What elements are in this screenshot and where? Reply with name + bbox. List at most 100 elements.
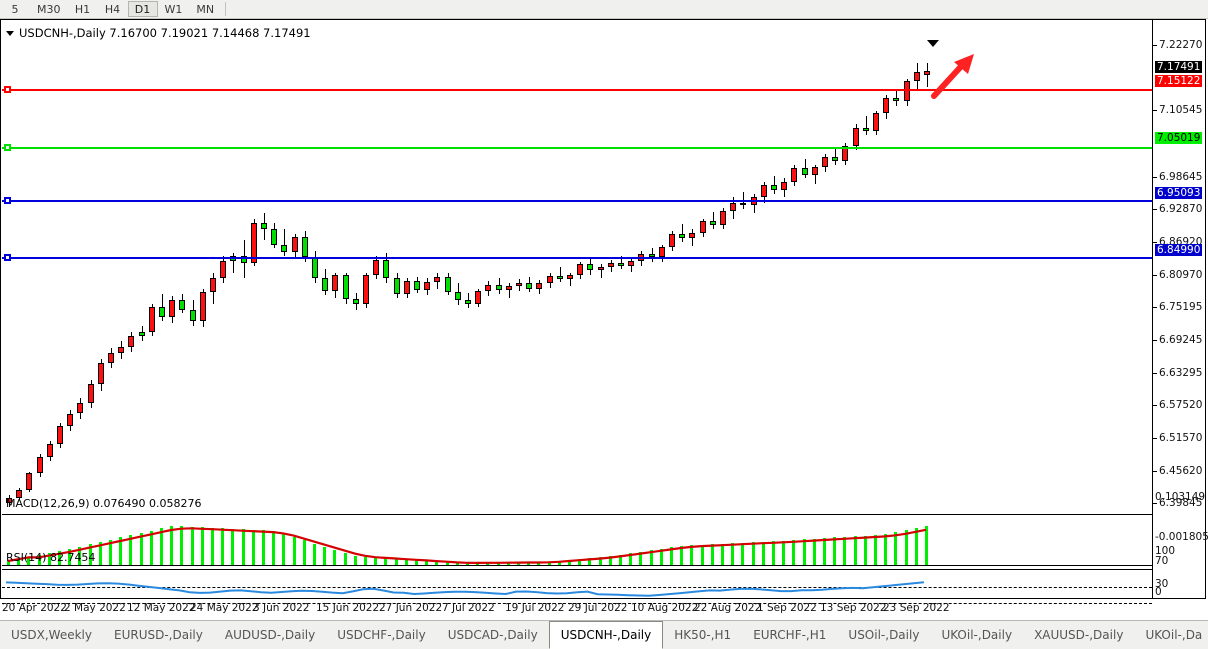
macd-histogram-bar	[761, 541, 765, 565]
macd-histogram-bar	[139, 532, 143, 565]
timeframe-button-mn[interactable]: MN	[196, 2, 215, 16]
macd-histogram-bar	[914, 528, 918, 565]
chart-tab-usdx-weekly[interactable]: USDX,Weekly	[11, 628, 92, 642]
candle-body	[556, 275, 563, 279]
symbol-quote-header[interactable]: USDCNH-,Daily 7.16700 7.19021 7.14468 7.…	[6, 26, 311, 40]
chart-tab-xauusd--daily[interactable]: XAUUSD-,Daily	[1034, 628, 1124, 642]
macd-scale-label: 0.103149	[1155, 491, 1206, 503]
date-tick-label: 2 May 2022	[64, 602, 126, 614]
level-handle-support-blue-2[interactable]	[4, 254, 11, 261]
candle-body	[403, 281, 410, 295]
level-line-level-green[interactable]	[2, 147, 1152, 149]
macd-histogram-bar	[445, 562, 449, 565]
macd-histogram-bar	[659, 548, 663, 565]
candle-body	[424, 282, 431, 290]
macd-histogram-bar	[680, 545, 684, 565]
red-up-arrow-icon[interactable]	[930, 50, 990, 100]
timeframe-button-h1[interactable]: H1	[74, 2, 91, 16]
level-line-resistance-red[interactable]	[2, 89, 1152, 91]
chart-tab-eurchf--h1[interactable]: EURCHF-,H1	[753, 628, 827, 642]
candle-wick	[508, 283, 510, 299]
macd-histogram-bar	[374, 557, 378, 565]
macd-histogram-bar	[557, 560, 561, 565]
chart-tab-audusd--daily[interactable]: AUDUSD-,Daily	[224, 628, 316, 642]
candle-body	[679, 233, 686, 239]
candle-body	[77, 402, 84, 414]
chart-tab-bar[interactable]: USDX,Weekly EURUSD-,Daily AUDUSD-,Daily USD…	[0, 620, 1208, 649]
price-tick-label: 6.92870	[1159, 203, 1203, 215]
chart-tab-ukoil--daily[interactable]: UKOil-,Daily	[941, 628, 1013, 642]
candle-body	[16, 489, 23, 498]
chart-tab-hk50--h1[interactable]: HK50-,H1	[674, 628, 732, 642]
candle-wick	[896, 89, 898, 106]
timeframe-button-d1[interactable]: D1	[127, 1, 158, 17]
chart-tab-usoil--daily[interactable]: USOil-,Daily	[848, 628, 920, 642]
rsi-scale-label: 100	[1155, 545, 1176, 557]
timeframe-button-w1[interactable]: W1	[164, 2, 183, 16]
candle-body	[567, 274, 573, 279]
macd-histogram-bar	[384, 558, 388, 565]
timeframe-button-m30[interactable]: M30	[37, 2, 61, 16]
candle-body	[822, 157, 828, 167]
macd-histogram-bar	[894, 532, 898, 565]
triangle-down-icon[interactable]	[6, 30, 14, 36]
price-tick: 7.10545	[1152, 104, 1206, 116]
candle-body	[485, 285, 492, 291]
macd-pane[interactable]	[2, 514, 1152, 568]
candle-wick	[835, 148, 837, 165]
candle-body	[811, 167, 818, 175]
macd-histogram-bar	[639, 551, 643, 565]
price-scale[interactable]: 7.22270 7.10545 6.98645 6.92870 6.86920 6.809…	[1152, 19, 1208, 599]
macd-histogram-bar	[211, 527, 214, 565]
chart-shift-marker-icon[interactable]	[927, 40, 939, 47]
macd-histogram-bar	[343, 553, 347, 565]
chart-tab-eurusd--daily[interactable]: EURUSD-,Daily	[114, 628, 203, 642]
chart-tab-usdcad--daily[interactable]: USDCAD-,Daily	[447, 628, 538, 642]
candle-body	[873, 113, 879, 132]
date-tick-label: 29 Jul 2022	[568, 602, 628, 614]
macd-histogram-bar	[323, 546, 327, 565]
level-handle-resistance-red[interactable]	[4, 86, 11, 93]
level-line-support-blue-2[interactable]	[2, 257, 1152, 259]
price-tick-label: 7.22270	[1159, 39, 1203, 51]
chart-tab-usdchf--daily[interactable]: USDCHF-,Daily	[337, 628, 426, 642]
candle-body	[536, 283, 543, 289]
level-handle-support-blue-1[interactable]	[4, 197, 11, 204]
price-pane[interactable]	[2, 40, 1152, 512]
candle-body	[913, 72, 920, 82]
candle-body	[138, 331, 145, 336]
price-tick: 6.92870	[1152, 203, 1206, 215]
macd-histogram-bar	[608, 555, 612, 565]
chart-tab-usdcnh--daily[interactable]: USDCNH-,Daily	[548, 621, 664, 649]
candle-body	[924, 70, 930, 75]
candle-body	[607, 262, 614, 268]
level-line-support-blue-1[interactable]	[2, 200, 1152, 202]
macd-histogram-bar	[404, 559, 408, 565]
candle-wick	[712, 212, 714, 230]
candle-body	[352, 299, 359, 304]
tick-dash	[1152, 176, 1157, 178]
candle-body	[454, 291, 461, 301]
timeframe-button-h4[interactable]: H4	[104, 2, 121, 16]
tick-dash	[1152, 44, 1157, 46]
rsi-pane[interactable]	[2, 569, 1152, 619]
candle-body	[628, 260, 635, 267]
macd-histogram-bar	[874, 534, 877, 565]
chart-tab-ukoil--da[interactable]: UKOil-,Da	[1145, 628, 1203, 642]
rsi-scale-label: 30	[1155, 578, 1169, 590]
timeframe-button-5[interactable]: 5	[11, 2, 19, 16]
chart-frame[interactable]	[0, 19, 1206, 605]
macd-histogram-bar	[629, 553, 633, 565]
date-tick-label: 24 May 2022	[190, 602, 259, 614]
candle-body	[618, 262, 624, 267]
macd-histogram-bar	[282, 534, 286, 565]
candle-body	[87, 384, 94, 403]
macd-histogram-bar	[7, 560, 10, 565]
macd-histogram-bar	[251, 529, 255, 565]
macd-histogram-bar	[333, 549, 337, 565]
candle-wick	[621, 256, 622, 270]
candle-body	[791, 167, 798, 183]
macd-histogram-bar	[527, 562, 531, 565]
level-handle-level-green[interactable]	[4, 144, 11, 151]
candle-body	[801, 167, 808, 175]
